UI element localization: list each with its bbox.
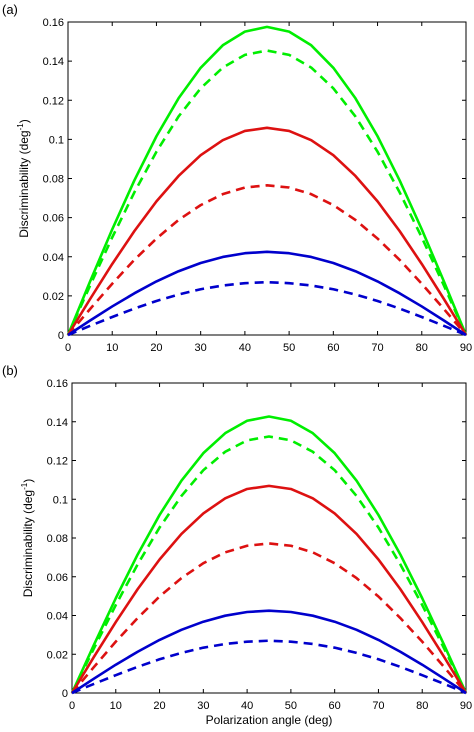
x-tick-label: 10 [106,342,118,354]
x-tick-label: 50 [283,342,295,354]
x-tick-label: 0 [69,700,75,712]
y-axis-label-close: ) [17,119,31,123]
series-line-5-solid [67,250,467,337]
y-tick-label: 0.06 [47,572,68,584]
y-tick-label: 0.04 [43,252,64,264]
x-tick-label: 90 [460,342,472,354]
y-tick-label: 0 [62,688,68,700]
x-tick-label: 70 [371,342,383,354]
y-axis-label: Discriminability (deg-1) [20,479,35,598]
y-axis-label-text: Discriminability (deg [21,490,35,597]
x-tick-label: 30 [197,700,209,712]
panel-label: (b) [2,363,18,378]
series-line-5-solid [71,609,467,695]
y-tick-label: 0.12 [43,95,64,107]
x-tick-label: 70 [372,700,384,712]
x-tick-label: 40 [239,342,251,354]
x-tick-label: 80 [416,342,428,354]
y-axis-label-text: Discriminability (deg [17,130,31,237]
x-tick-label: 40 [241,700,253,712]
y-axis-label: Discriminability (deg-1) [16,119,31,238]
series-line-6-dashed [67,280,467,337]
x-tick-label: 90 [460,700,472,712]
x-tick-label: 30 [195,342,207,354]
y-tick-label: 0.02 [43,291,64,303]
y-tick-label: 0.14 [47,417,68,429]
x-axis-label: Polarization angle (deg) [206,713,333,727]
x-tick-label: 60 [329,700,341,712]
plot-frame [67,21,467,336]
y-tick-label: 0.06 [43,213,64,225]
x-tick-label: 50 [285,700,297,712]
y-tick-label: 0.16 [43,17,64,29]
x-tick-label: 60 [327,342,339,354]
chart-panel-b: (b) 0 10 20 30 40 50 60 70 80 90 0 0.02 0.04 0.06 0.08 0… [2,363,472,727]
y-tick-label: 0.14 [43,56,64,68]
series-line-6-dashed [71,639,467,695]
series-line-2-dashed [66,49,468,336]
x-tick-label: 80 [416,700,428,712]
series-line-1-solid [66,25,468,336]
x-tick-label: 10 [110,700,122,712]
y-axis-label-close: ) [21,479,35,483]
series-line-1-solid [70,415,468,694]
series-line-4-dashed [71,542,467,694]
series-line-2-dashed [70,435,468,694]
y-axis-label-superscript: -1 [16,123,25,131]
y-tick-label: 0.04 [47,611,68,623]
y-axis-label-superscript: -1 [20,482,29,490]
y-tick-label: 0.1 [53,494,68,506]
y-tick-label: 0.02 [47,649,68,661]
y-tick-label: 0.12 [47,456,68,468]
x-tick-label: 20 [153,700,165,712]
y-tick-label: 0 [58,330,64,342]
plot-frame [71,382,467,694]
x-tick-label: 0 [65,342,71,354]
series-line-4-dashed [67,184,467,336]
y-tick-label: 0.08 [47,533,68,545]
y-tick-label: 0.1 [49,134,64,146]
series-line-3-solid [70,484,468,694]
x-tick-label: 20 [150,342,162,354]
chart-panel-a: (a) 0 10 20 30 40 50 60 70 80 90 0 0.02 0.04 0.06 0.08 0… [2,2,472,354]
y-tick-label: 0.16 [47,378,68,390]
y-tick-label: 0.08 [43,174,64,186]
series-line-3-solid [66,126,468,336]
panel-label: (a) [2,2,18,17]
